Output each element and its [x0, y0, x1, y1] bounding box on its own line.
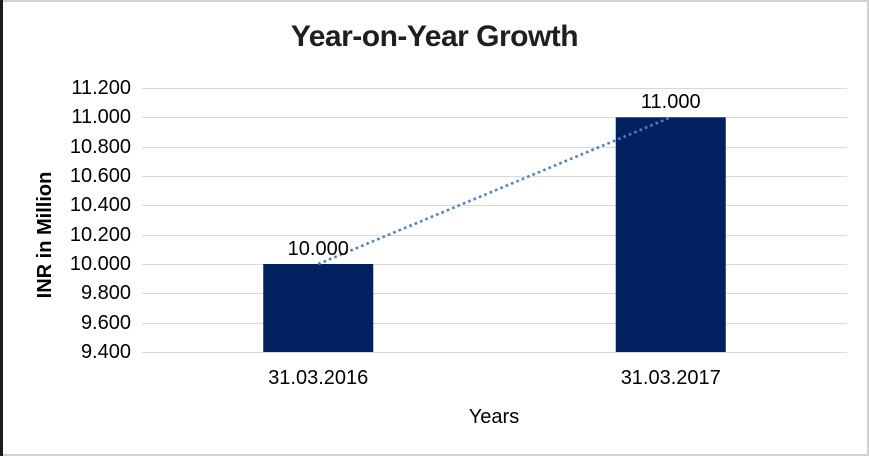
bar-31.03.2017 — [615, 117, 726, 352]
data-label: 11.000 — [640, 91, 701, 114]
y-tick-label: 9.600 — [80, 311, 131, 334]
y-tick-label: 10.200 — [69, 223, 131, 246]
chart-title: Year-on-Year Growth — [290, 20, 579, 53]
chart-border-bottom — [0, 454, 869, 456]
y-tick-label: 10.600 — [69, 165, 131, 187]
y-tick-label: 10.800 — [69, 135, 131, 158]
x-tick-label: 31.03.2017 — [620, 367, 721, 389]
y-tick-label: 10.000 — [69, 253, 131, 275]
y-tick-label: 9.400 — [80, 341, 131, 363]
chart-border-left — [0, 0, 3, 456]
x-axis-title: Years — [468, 406, 520, 428]
chart-border-top — [0, 0, 869, 2]
y-tick-label: 9.800 — [80, 282, 131, 305]
y-tick-label: 11.200 — [71, 77, 131, 99]
bar-31.03.2016 — [263, 264, 374, 352]
chart-border-right — [867, 0, 869, 456]
y-tick-label: 11.000 — [71, 106, 131, 129]
x-tick-label: 31.03.2016 — [268, 367, 369, 389]
y-tick-label: 10.400 — [69, 194, 131, 217]
data-label: 10.000 — [287, 238, 349, 260]
